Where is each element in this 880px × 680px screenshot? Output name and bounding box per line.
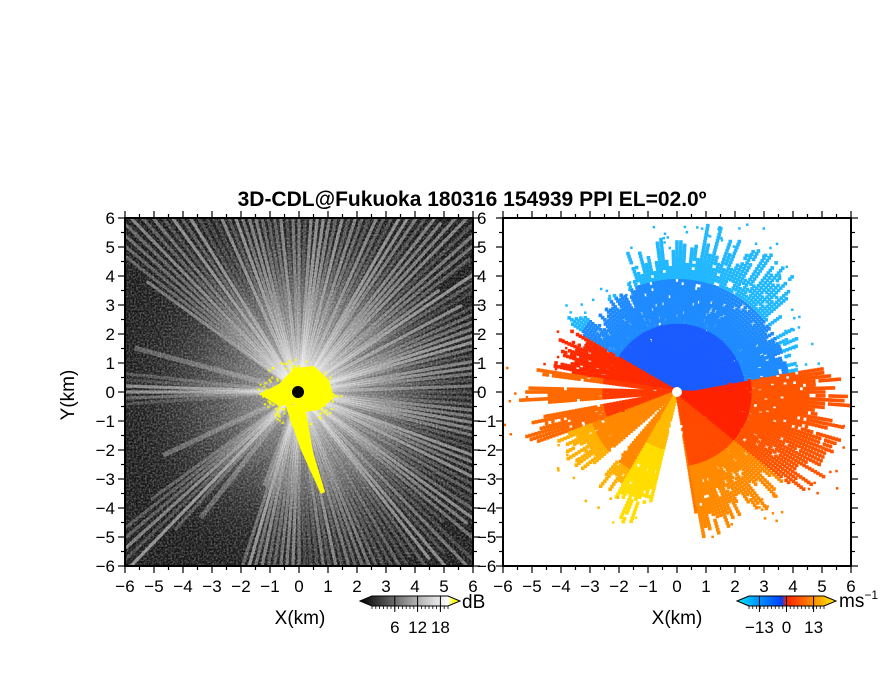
reflectivity-colorbar-bar [358,595,462,607]
x-tick-label: 4 [410,577,419,596]
colorbar-tick-label: 13 [804,618,823,637]
x-tick-label: 3 [381,577,390,596]
x-tick-label: −6 [115,577,134,596]
x-tick-label: −2 [609,577,628,596]
reflectivity-y-label: Y(km) [58,370,79,421]
velocity-field [503,223,851,539]
y-tick-label-right: −1 [477,412,496,431]
colorbar-tick-label: 0 [782,618,791,637]
y-tick-label: 4 [106,267,115,286]
radar-site-marker [292,386,304,398]
reflectivity-colorbar-unit: dB [462,592,485,613]
y-tick-label-right: 4 [477,267,486,286]
x-tick-label: −2 [231,577,250,596]
x-tick-label: −1 [638,577,657,596]
x-tick-label: −3 [580,577,599,596]
x-tick-label: 2 [730,577,739,596]
y-tick-label: 6 [106,209,115,228]
x-tick-label: 0 [672,577,681,596]
x-tick-label: 2 [352,577,361,596]
velocity-panel: −6 −5 −4 −3 −2 −1 0 1 2 3 4 5 6 X(km) [493,211,858,629]
y-tick-label-right: 3 [477,296,486,315]
y-tick-label-right: −2 [477,441,496,460]
y-tick-label-right: 2 [477,325,486,344]
y-tick-label: 1 [106,354,115,373]
velocity-x-label: X(km) [652,608,703,629]
y-tick-label: −2 [96,441,115,460]
y-tick-label-right: 6 [477,209,486,228]
y-tick-label: 5 [106,238,115,257]
y-tick-label: −6 [96,557,115,576]
x-tick-label: −4 [173,577,192,596]
y-tick-label: −4 [96,499,115,518]
reflectivity-panel: −6−6 −6−5−5 −5−4−4 −4−3−3 −3−2−2 −2−1−1 −100 01… [58,209,496,629]
colorbar-tick-label: 12 [408,618,427,637]
reflectivity-colorbar: 6 12 18 dB [358,592,485,637]
y-tick-label-right: 5 [477,238,486,257]
y-tick-label: 0 [106,383,115,402]
colorbar-tick-label: −13 [745,618,774,637]
x-tick-label: −1 [260,577,279,596]
y-tick-label-right: −6 [477,557,496,576]
x-tick-label: 4 [788,577,797,596]
y-tick-label-right: −5 [477,528,496,547]
colorbar-tick-label: 6 [390,618,399,637]
y-tick-label: 2 [106,325,115,344]
y-tick-label-right: 1 [477,354,486,373]
x-tick-label: 1 [701,577,710,596]
x-tick-label: −5 [144,577,163,596]
x-tick-label: 6 [468,577,477,596]
x-tick-label: 5 [817,577,826,596]
x-tick-label: 3 [759,577,768,596]
y-tick-label-right: −3 [477,470,496,489]
x-tick-label: −3 [202,577,221,596]
velocity-colorbar-unit: ms−1 [839,588,878,612]
x-tick-label: 1 [323,577,332,596]
y-tick-label-right: 0 [477,383,486,402]
reflectivity-x-label: X(km) [275,608,326,629]
x-tick-label: −6 [493,577,512,596]
x-tick-label: −5 [522,577,541,596]
x-tick-label: 0 [294,577,303,596]
y-tick-label: −5 [96,528,115,547]
y-tick-label: −3 [96,470,115,489]
chart-title: 3D-CDL@Fukuoka 180316 154939 PPI EL=02.0… [238,188,707,211]
y-tick-label: 3 [106,296,115,315]
x-tick-label: −4 [551,577,570,596]
x-tick-label: 6 [846,577,855,596]
y-tick-label: −1 [96,412,115,431]
x-tick-label: 5 [439,577,448,596]
velocity-colorbar: −13 0 13 ms−1 [735,588,878,637]
reflectivity-field [125,218,473,566]
y-tick-label-right: −4 [477,499,496,518]
colorbar-tick-label: 18 [431,618,450,637]
